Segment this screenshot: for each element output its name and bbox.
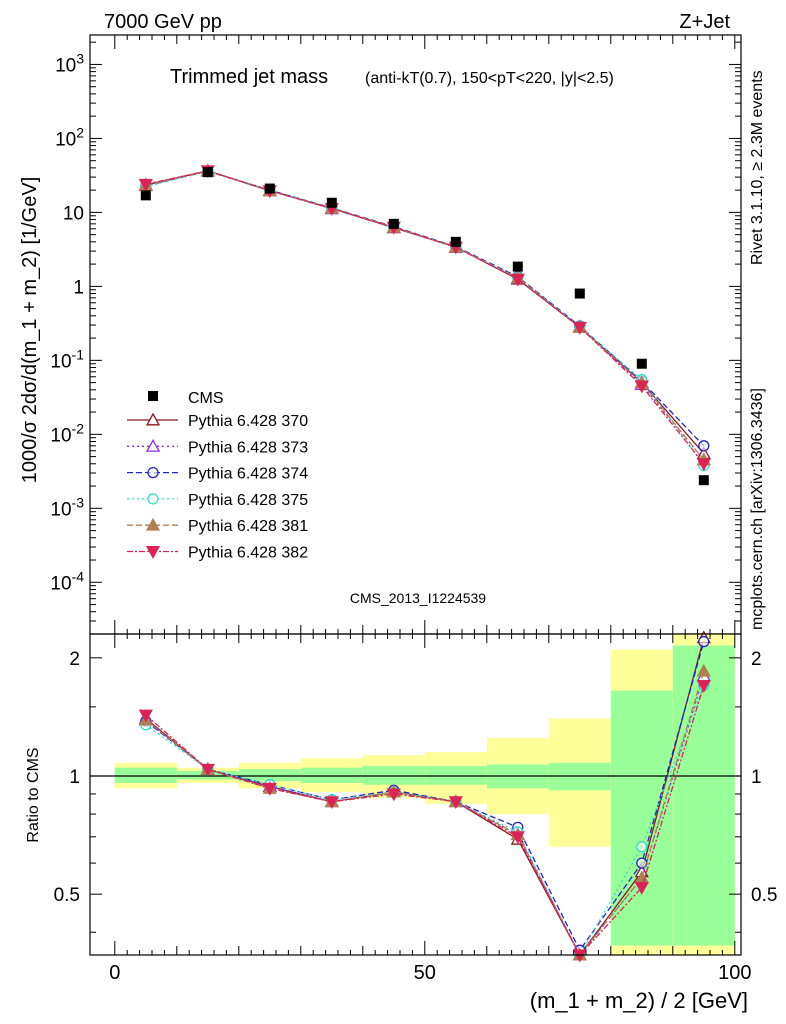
y-tick-label: 103 (55, 50, 84, 76)
legend-marker (145, 546, 161, 559)
legend-marker (145, 438, 161, 452)
ratio-series-line (145, 685, 705, 957)
ratio-point (636, 841, 648, 853)
legend-label: Pythia 6.428 373 (188, 439, 308, 456)
mc-series-line (145, 170, 705, 454)
ratio-point (448, 796, 463, 810)
y-tick-label: 10 (63, 203, 84, 224)
mc-point (698, 440, 710, 452)
ratio-point (138, 709, 153, 723)
cms-data-point (326, 197, 337, 208)
cms-data-point (388, 218, 399, 229)
legend-marker (147, 466, 159, 479)
mc-series-line (145, 170, 705, 465)
y-tick-label: 1 (73, 277, 84, 298)
ratio-point (262, 782, 277, 796)
ratio-point (510, 831, 525, 845)
ratio-y-tick-label-left: 0.5 (54, 885, 80, 906)
cms-data-points (140, 167, 709, 486)
y-tick-label: 10-3 (50, 494, 84, 520)
x-tick-label: 50 (414, 962, 436, 984)
y-tick-label: 10-1 (50, 346, 84, 372)
ratio-y-tick-label-right: 0.5 (751, 885, 777, 906)
analysis-watermark: CMS_2013_I1224539 (350, 590, 486, 606)
ratio-series-line (145, 670, 705, 957)
x-tick-label: 0 (109, 962, 120, 984)
legend-label: Pythia 6.428 381 (188, 518, 308, 535)
rivet-info-label: Rivet 3.1.10, ≥ 2.3M events (749, 70, 766, 265)
stat-band (114, 767, 177, 783)
ratio-series-5 (138, 680, 711, 963)
ratio-point (696, 663, 711, 677)
cms-data-point (512, 261, 523, 272)
header-left-label: 7000 GeV pp (104, 11, 222, 33)
stat-band (238, 769, 301, 782)
cms-data-point (698, 475, 709, 486)
mc-series-2 (140, 165, 710, 452)
y-tick-label: 10-2 (50, 420, 84, 446)
legend-marker (147, 493, 159, 505)
main-panel: 10-4 10-3 10-2 10-1 1 10 102 103 CMS Pythia 6.428… (50, 34, 742, 635)
y-tick-label: 102 (55, 124, 84, 150)
legend-label: Pythia 6.428 382 (188, 545, 308, 562)
mc-point (696, 458, 711, 472)
main-y-axis-label: 1000/σ 2dσ/d(m_1 + m_2) [1/GeV] (19, 177, 41, 484)
cms-data-point (264, 183, 275, 194)
cms-data-point (450, 236, 461, 247)
mc-series-line (145, 170, 705, 447)
ratio-y-tick-label-left: 2 (69, 649, 80, 670)
mc-point (572, 321, 587, 335)
ratio-series-line (145, 641, 705, 952)
legend-label: Pythia 6.428 375 (188, 492, 308, 509)
ratio-plot-frame (89, 633, 742, 956)
ratio-y-tick-label-left: 1 (69, 767, 80, 788)
legend-label-cms: CMS (188, 390, 224, 407)
main-title-text: Trimmed jet mass (170, 66, 328, 88)
cms-data-point (140, 190, 151, 201)
cms-data-point (636, 358, 647, 369)
cms-data-point (574, 288, 585, 299)
stat-band (672, 645, 735, 946)
ratio-point (324, 796, 339, 810)
x-tick-label: 100 (718, 962, 751, 984)
legend-marker (145, 412, 161, 426)
main-title-suffix: (anti-kT(0.7), 150<pT<220, |y|<2.5) (365, 70, 614, 87)
legend-marker (145, 517, 161, 531)
y-tick-label: 10-4 (50, 568, 84, 594)
ratio-y-tick-label-right: 1 (751, 767, 762, 788)
ratio-point (696, 680, 711, 693)
x-axis-label: (m_1 + m_2) / 2 [GeV] (530, 988, 748, 1013)
legend-label: Pythia 6.428 374 (188, 466, 308, 483)
ratio-y-tick-label-right: 2 (751, 649, 762, 670)
main-title: Trimmed jet mass (anti-kT(0.7), 150<pT<2… (170, 66, 614, 88)
mcplots-info-label: mcplots.cern.ch [arXiv:1306.3436] (749, 388, 766, 630)
ratio-point (698, 635, 710, 648)
stat-band (300, 767, 363, 783)
mc-point (138, 178, 153, 192)
mc-point (510, 273, 525, 287)
ratio-point (386, 788, 401, 802)
cms-data-point (202, 167, 213, 178)
header-right-label: Z+Jet (679, 11, 730, 33)
legend: CMS Pythia 6.428 370 Pythia 6.428 373 Pythi… (127, 390, 308, 562)
legend-marker-cms (148, 391, 158, 401)
ratio-point (634, 882, 649, 895)
ratio-point (200, 763, 215, 777)
mc-point (634, 380, 649, 394)
ratio-panel: 0.5 0.5 1 1 2 2 0 50 100 (54, 630, 777, 984)
ratio-y-axis-label: Ratio to CMS (25, 747, 42, 842)
legend-label: Pythia 6.428 370 (188, 413, 308, 430)
